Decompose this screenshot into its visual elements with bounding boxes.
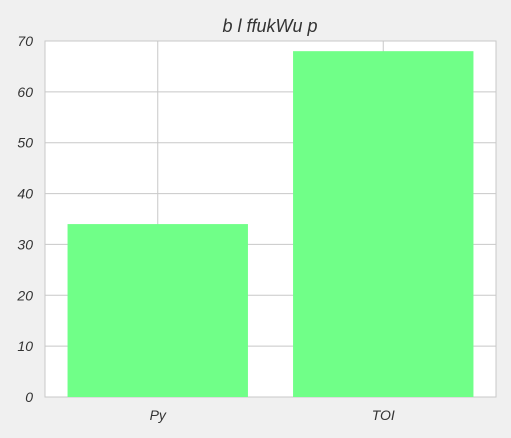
x-tick-label: TOI [372,407,395,423]
y-tick-label: 60 [17,84,33,100]
bars [67,51,474,398]
y-tick-label: 30 [17,236,33,252]
x-axis-ticks: Py TOI [150,407,395,423]
x-tick-label: Py [150,407,167,423]
y-tick-label: 10 [17,338,33,354]
y-tick-label: 50 [17,135,33,151]
y-tick-label: 40 [17,186,33,202]
bar-py [67,224,248,397]
bar-toi [293,51,474,398]
chart-title: b l ffukWu p [222,16,317,36]
y-tick-label: 0 [25,389,33,405]
y-tick-label: 20 [16,287,33,303]
y-axis-ticks: 0 10 20 30 40 50 60 70 [16,33,33,405]
y-tick-label: 70 [17,33,33,49]
